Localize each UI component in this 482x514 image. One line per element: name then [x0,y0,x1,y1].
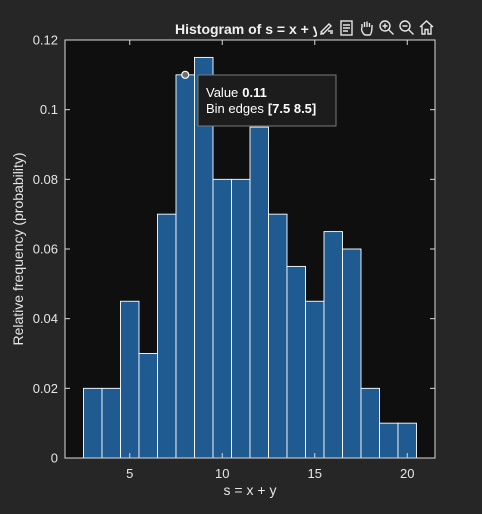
datatip-value: 0.11 [242,85,267,100]
axes-toolbar [317,18,435,36]
datatip-value-line: Value 0.11 [206,85,267,100]
histogram-bar[interactable] [138,353,158,459]
y-tick-label: 0.02 [33,381,58,396]
histogram-bar[interactable] [397,422,417,459]
datatip-box [197,74,337,127]
datatip[interactable]: Value 0.11 Bin edges [7.5 8.5] [181,70,337,127]
x-tick-label: 5 [126,466,133,481]
y-tick-label: 0 [51,451,58,466]
histogram-bar[interactable] [249,126,269,459]
histogram-bar[interactable] [231,178,251,459]
histogram-bar[interactable] [175,74,195,459]
histogram-bar[interactable] [379,422,399,459]
datatip-value-label: Value [206,85,238,100]
histogram-bar[interactable] [101,387,121,459]
datatip-edges-line: Bin edges [7.5 8.5] [206,101,316,116]
x-tick-label: 20 [400,466,414,481]
histogram-bar[interactable] [120,300,140,459]
x-axis-label: s = x + y [224,482,277,498]
x-tick-label: 10 [215,466,229,481]
y-axis-ticks: 0 0.02 0.04 0.06 0.08 0.1 0.12 [33,33,435,466]
histogram-bars[interactable] [83,56,417,459]
home-icon[interactable] [417,18,435,36]
zoom-out-icon[interactable] [397,18,415,36]
histogram-bar[interactable] [212,178,232,459]
histogram-bar[interactable] [360,387,380,459]
histogram-bar[interactable] [342,248,362,459]
y-axis-label: Relative frequency (probability) [10,153,26,346]
axes-box [64,39,436,459]
histogram-bar[interactable] [268,213,288,459]
zoom-in-icon[interactable] [377,18,395,36]
y-tick-label: 0.1 [40,102,58,117]
y-tick-label: 0.04 [33,311,58,326]
histogram-bar[interactable] [157,213,177,459]
brush-icon[interactable] [317,18,335,36]
x-axis-ticks: 5 10 15 20 [126,40,414,481]
histogram-bar[interactable] [286,265,306,459]
x-tick-label: 15 [308,466,322,481]
datatip-icon[interactable] [337,18,355,36]
histogram-bar[interactable] [323,231,343,459]
y-tick-label: 0.12 [33,33,58,48]
chart-title: Histogram of s = x + y [175,21,321,37]
pan-icon[interactable] [357,18,375,36]
histogram-bar[interactable] [83,387,103,459]
y-tick-label: 0.08 [33,172,58,187]
y-tick-label: 0.06 [33,242,58,257]
datatip-marker[interactable] [181,70,190,79]
datatip-edges-label: Bin edges [206,101,264,116]
datatip-edges: [7.5 8.5] [268,101,316,116]
histogram-bar[interactable] [305,300,325,459]
